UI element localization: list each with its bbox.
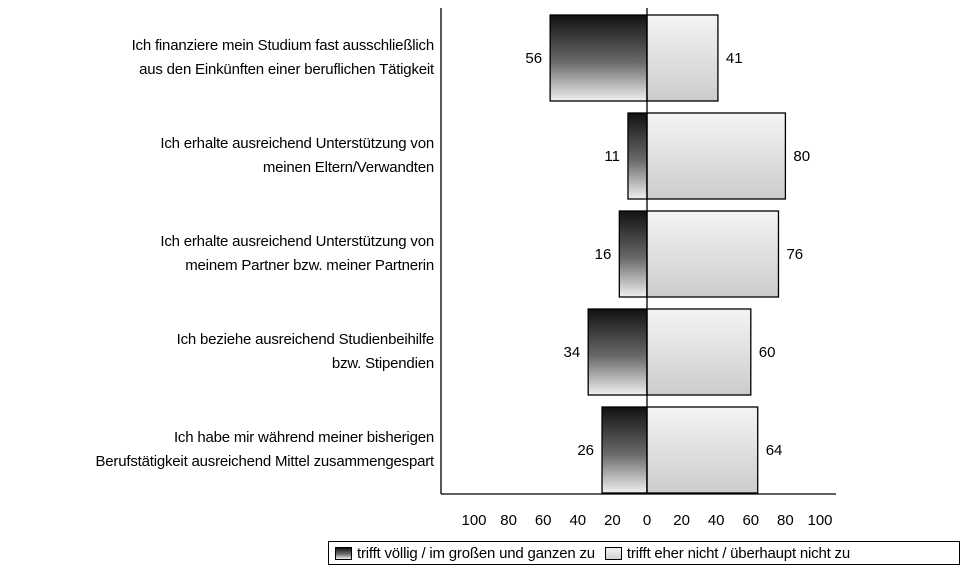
data-label-disagree: 64 <box>766 442 783 459</box>
legend-item-left: trifft völlig / im großen und ganzen zu <box>335 545 595 562</box>
x-tick-labels: 100 80 60 40 20 0 20 40 60 80 100 <box>461 512 832 529</box>
category-label: Ich habe mir während meiner bisherigen Be… <box>0 426 434 474</box>
category-label-line: Ich erhalte ausreichend Unterstützung vo… <box>160 135 434 152</box>
x-tick-label: 60 <box>535 512 552 529</box>
x-tick-label: 20 <box>673 512 690 529</box>
bar-disagree <box>646 308 752 396</box>
data-label-agree: 16 <box>595 246 612 263</box>
bar-disagree <box>646 14 719 102</box>
legend: trifft völlig / im großen und ganzen zu … <box>328 541 960 565</box>
category-label-line: Berufstätigkeit ausreichend Mittel zusam… <box>95 453 434 470</box>
data-label-disagree: 80 <box>793 148 810 165</box>
bar-agree <box>587 308 648 396</box>
data-label-agree: 11 <box>604 148 620 165</box>
x-tick-label: 0 <box>643 512 651 529</box>
x-tick-label: 60 <box>742 512 759 529</box>
category-label-line: meinen Eltern/Verwandten <box>262 159 434 176</box>
x-tick-label: 20 <box>604 512 621 529</box>
category-label-line: Ich erhalte ausreichend Unterstützung vo… <box>160 233 434 250</box>
x-tick-label: 80 <box>777 512 794 529</box>
bar-agree <box>627 112 648 200</box>
category-label-line: Ich beziehe ausreichend Studienbeihilfe <box>176 331 435 348</box>
legend-item-right: trifft eher nicht / überhaupt nicht zu <box>604 544 850 562</box>
data-label-disagree: 76 <box>786 246 803 263</box>
legend-label-left: trifft völlig / im großen und ganzen zu <box>357 544 595 562</box>
legend-label-right: trifft eher nicht / überhaupt nicht zu <box>626 544 850 562</box>
category-label: Ich erhalte ausreichend Unterstützung vo… <box>0 132 434 180</box>
category-label-line: bzw. Stipendien <box>331 355 434 372</box>
data-label-disagree: 41 <box>726 50 743 67</box>
x-tick-label: 100 <box>461 512 486 529</box>
bar-agree <box>549 14 648 102</box>
bars-layer: 56 41 11 80 16 76 34 60 26 64 <box>525 8 810 494</box>
data-label-agree: 26 <box>577 442 594 459</box>
category-label-line: Ich finanziere mein Studium fast ausschl… <box>131 37 435 54</box>
category-label: Ich finanziere mein Studium fast ausschl… <box>0 34 435 82</box>
x-tick-label: 40 <box>569 512 586 529</box>
category-label: Ich erhalte ausreichend Unterstützung vo… <box>0 230 434 278</box>
category-label: Ich beziehe ausreichend Studienbeihilfe b… <box>0 328 435 376</box>
data-label-agree: 56 <box>525 50 542 67</box>
category-label-line: aus den Einkünften einer beruflichen Tät… <box>139 61 434 78</box>
bar-disagree <box>646 112 787 200</box>
legend-swatch-left <box>335 546 352 560</box>
bar-agree <box>618 210 648 298</box>
x-tick-label: 80 <box>500 512 517 529</box>
category-label-line: Ich habe mir während meiner bisherigen <box>173 429 434 446</box>
category-label-line: meinem Partner bzw. meiner Partnerin <box>185 257 434 274</box>
legend-swatch-right <box>604 546 622 560</box>
x-tick-label: 40 <box>708 512 725 529</box>
bar-disagree <box>646 406 759 494</box>
data-label-agree: 34 <box>563 344 580 361</box>
bar-agree <box>601 406 648 494</box>
data-label-disagree: 60 <box>759 344 776 361</box>
x-tick-label: 100 <box>807 512 832 529</box>
bar-disagree <box>646 210 780 298</box>
